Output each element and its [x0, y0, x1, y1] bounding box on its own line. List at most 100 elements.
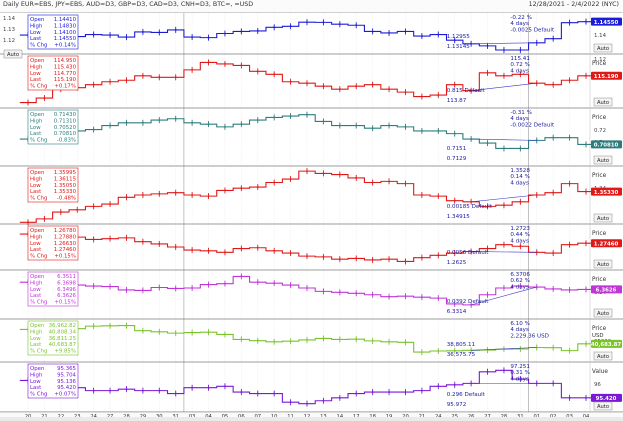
data-point: [552, 37, 555, 40]
legend-value: +0.15%: [54, 300, 76, 306]
legend-label: Low: [30, 336, 41, 342]
legend-value: +0.15%: [54, 254, 76, 260]
data-point: [338, 396, 341, 399]
data-point: [240, 391, 243, 393]
auto-scale-button[interactable]: Auto: [593, 308, 613, 318]
annotation-text: 0.14 %: [510, 174, 530, 180]
legend-label: Last: [30, 385, 41, 391]
annotation-text: 6.3314: [447, 309, 467, 315]
data-point: [388, 295, 390, 298]
series-cad: [19, 229, 595, 265]
legend-value: 0.71430: [54, 112, 77, 118]
data-point: [404, 182, 407, 185]
data-point: [191, 287, 194, 289]
auto-scale-button[interactable]: Auto: [593, 213, 613, 223]
data-point: [306, 287, 308, 289]
legend-label: Open: [30, 228, 44, 234]
legend-cnh: Open 6.3511 High 6.3698 Low 6.3496 Last 6.3626%…: [27, 271, 79, 307]
last-price-tag: 1.14550: [591, 17, 622, 26]
legend-value: 1.14100: [54, 30, 77, 36]
data-point: [519, 285, 522, 287]
trend-line: [471, 82, 537, 91]
legend-label: Low: [30, 241, 41, 247]
left-auto-button[interactable]: Auto: [3, 49, 23, 59]
data-point: [388, 180, 390, 183]
annotation-text: -0.0025 Default: [510, 27, 555, 33]
data-point: [420, 256, 423, 259]
data-point: [338, 338, 341, 341]
data-point: [141, 240, 144, 243]
data-point: [174, 287, 177, 290]
annotation-text: 0.00185 Default: [447, 204, 493, 210]
data-point: [109, 237, 111, 240]
data-point: [141, 31, 144, 33]
auto-scale-button[interactable]: Auto: [593, 155, 613, 165]
data-point: [568, 349, 571, 352]
data-point: [256, 70, 259, 73]
annotation-text: 36,575.75: [447, 352, 476, 358]
data-point: [503, 49, 505, 51]
auto-button-bg: [593, 308, 613, 318]
x-scroll[interactable]: [0, 417, 623, 421]
data-point: [503, 369, 505, 372]
annotation-text: 4 days: [510, 68, 529, 74]
legend-label: % Chg: [30, 196, 47, 202]
data-point: [486, 370, 489, 373]
data-point: [486, 205, 489, 208]
last-price-tag: 6.3626: [591, 285, 622, 294]
data-point: [92, 238, 95, 241]
data-point: [503, 147, 505, 150]
legend-value: +0.14%: [54, 43, 76, 49]
data-point: [486, 71, 489, 74]
auto-scale-button[interactable]: Auto: [593, 259, 613, 269]
legend-value: 1.27460: [54, 247, 77, 253]
data-point: [453, 199, 456, 202]
auto-scale-button[interactable]: Auto: [593, 351, 613, 361]
data-point: [43, 97, 46, 99]
last-price-bg: [591, 187, 622, 196]
annotation-text: 1.13145: [447, 44, 471, 50]
data-point: [420, 389, 423, 392]
auto-scale-button[interactable]: Auto: [593, 97, 613, 107]
data-point: [585, 242, 587, 245]
auto-button-bg: [593, 43, 613, 53]
annotation-text: 4 days: [510, 21, 529, 27]
data-point: [240, 30, 243, 33]
data-point: [552, 191, 555, 194]
legend-aud: Open 0.71430 High 0.71310 Low 0.70520 Last 0.70…: [27, 109, 79, 145]
legend-btc: Open 36,962.82 High 40,808.34 Low 36,811.25 La…: [27, 320, 79, 356]
data-point: [158, 243, 161, 245]
legend-label: High: [30, 176, 42, 182]
data-point: [585, 190, 587, 193]
legend-label: Open: [30, 323, 44, 329]
annotation-text: 1.2723: [510, 226, 530, 232]
data-point: [191, 194, 194, 196]
data-point: [585, 396, 587, 399]
legend-label: High: [30, 23, 42, 29]
legend-box: [27, 109, 79, 145]
data-point: [224, 333, 226, 336]
data-point: [322, 290, 325, 293]
data-point: [486, 293, 489, 296]
data-point: [109, 324, 111, 327]
auto-scale-button[interactable]: Auto: [593, 401, 613, 411]
last-price-value: 1.27460: [594, 241, 619, 247]
data-point: [141, 389, 144, 392]
legend-label: High: [30, 372, 42, 378]
data-point: [338, 88, 341, 91]
auto-scale-button[interactable]: Auto: [593, 43, 613, 53]
data-point: [519, 348, 522, 350]
series-usd: [19, 367, 595, 407]
data-point: [289, 340, 292, 343]
data-point: [371, 339, 374, 342]
data-point: [453, 383, 456, 386]
data-point: [552, 252, 555, 254]
data-point: [306, 339, 308, 341]
legend-usd: Open 95.365 High 95.704 Low 95.136 Last 95.420%…: [27, 363, 79, 399]
data-point: [109, 80, 111, 83]
legend-label: % Chg: [30, 392, 47, 398]
price-axis-title: Price: [592, 277, 607, 283]
